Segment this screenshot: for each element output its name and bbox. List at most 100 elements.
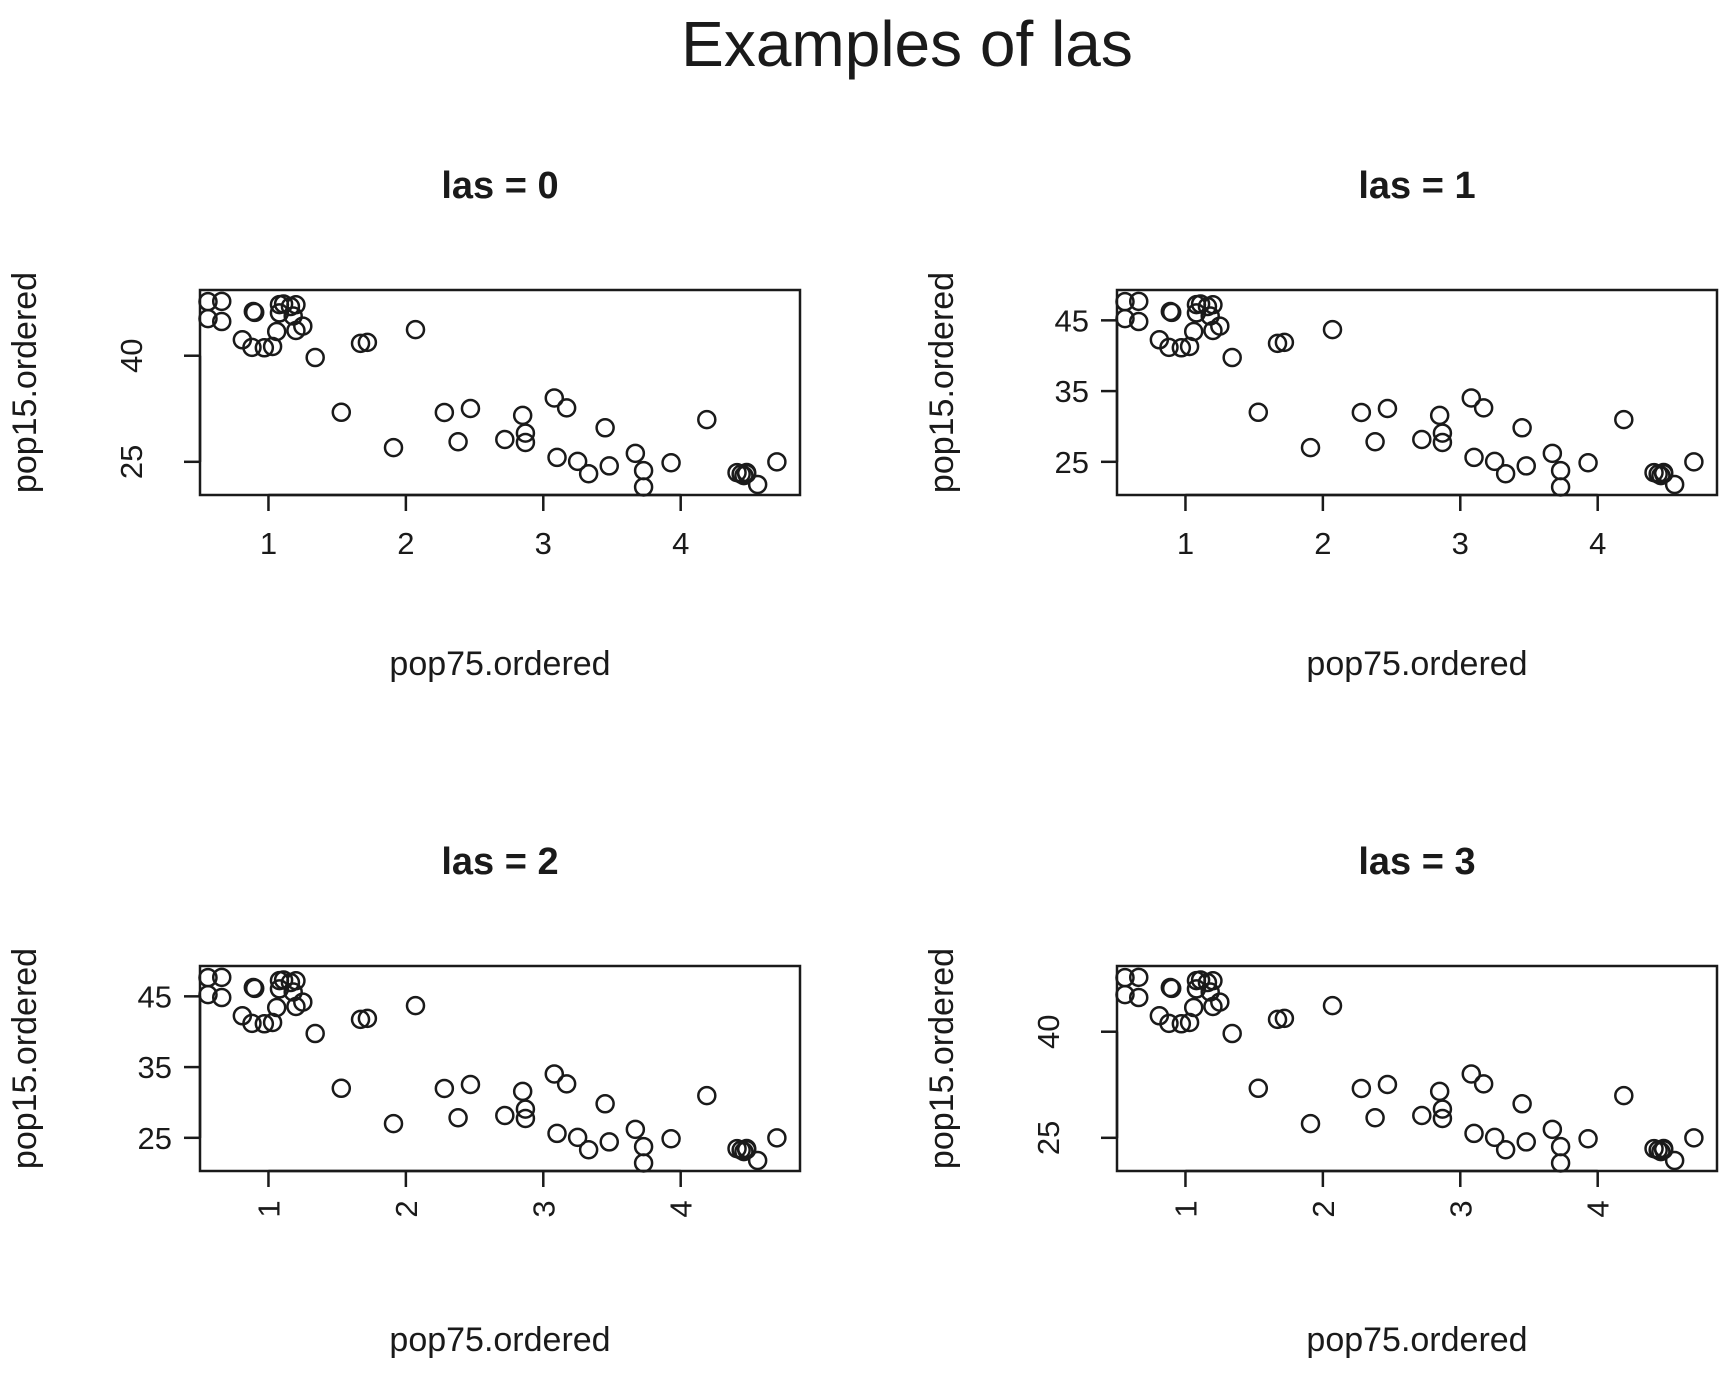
data-point: [1161, 978, 1182, 999]
data-point: [1267, 1009, 1288, 1030]
data-point: [1684, 1128, 1704, 1148]
data-point: [1614, 1085, 1634, 1106]
x-tick-label: 1: [251, 1200, 286, 1217]
data-point: [633, 1153, 654, 1173]
x-tick-label: 3: [1452, 526, 1469, 561]
data-point: [734, 1141, 754, 1162]
data-point: [1159, 1013, 1179, 1034]
data-point: [1542, 1119, 1563, 1140]
y-tick-label: 45: [138, 979, 172, 1014]
data-point: [1550, 477, 1571, 497]
data-point: [460, 398, 481, 419]
y-tick-label: 25: [138, 1121, 172, 1156]
data-point: [211, 291, 232, 312]
data-point: [242, 1013, 262, 1034]
data-point: [736, 1138, 757, 1159]
data-point: [1550, 1136, 1571, 1157]
data-point: [1267, 333, 1288, 354]
data-point: [515, 423, 536, 443]
data-point: [305, 1023, 325, 1044]
data-point: [1432, 432, 1453, 453]
data-point: [1377, 398, 1398, 419]
x-tick-label: 3: [535, 526, 552, 561]
x-tick-label: 2: [1314, 526, 1331, 561]
data-point: [350, 1009, 371, 1030]
data-point: [383, 437, 404, 458]
figure-title: Examples of las: [681, 8, 1133, 80]
data-point: [661, 452, 681, 473]
data-point: [1516, 1132, 1536, 1152]
data-point: [269, 979, 290, 999]
data-point: [1210, 316, 1230, 336]
data-point: [1429, 405, 1450, 426]
y-axis-label: pop15.ordered: [923, 272, 961, 493]
data-point: [1653, 462, 1674, 483]
data-point: [405, 995, 426, 1016]
x-tick-label: 3: [526, 1200, 561, 1217]
y-tick-label: 25: [1031, 1121, 1066, 1155]
points: [1115, 967, 1704, 1173]
data-point: [512, 405, 533, 426]
data-point: [211, 311, 232, 332]
data-point: [633, 477, 654, 497]
data-point: [434, 402, 455, 423]
data-point: [1365, 1107, 1385, 1128]
data-point: [767, 452, 787, 472]
data-point: [383, 1113, 404, 1134]
x-tick-label: 1: [1168, 1200, 1203, 1217]
x-tick-label: 4: [672, 526, 689, 561]
data-point: [1248, 1078, 1269, 1099]
x-tick-label: 4: [1589, 526, 1606, 561]
data-point: [1210, 992, 1230, 1012]
panels: las = 0 1 2 3 4 25 40 pop75.ordered pop15.ordere…: [6, 165, 1719, 1359]
data-point: [448, 1107, 468, 1128]
data-point: [1651, 1141, 1671, 1162]
data-point: [1516, 456, 1536, 476]
data-point: [544, 1064, 565, 1084]
data-point: [578, 1139, 599, 1160]
data-point: [515, 432, 536, 453]
data-point: [767, 1128, 787, 1148]
data-point: [305, 347, 325, 368]
data-point: [1432, 423, 1453, 443]
data-point: [1578, 452, 1598, 473]
y-tick-label: 35: [1055, 374, 1089, 409]
data-point: [1432, 1108, 1453, 1129]
data-point: [1473, 1074, 1494, 1094]
data-point: [515, 1108, 536, 1129]
data-point: [1128, 311, 1149, 332]
x-tick-label: 2: [389, 1200, 424, 1217]
data-point: [1183, 321, 1204, 342]
y-tick-label: 40: [1031, 1014, 1066, 1048]
data-point: [697, 1085, 717, 1106]
x-tick-label: 4: [664, 1200, 699, 1217]
data-point: [547, 447, 567, 468]
data-point: [1651, 465, 1671, 486]
points: [198, 291, 787, 497]
data-point: [734, 465, 754, 486]
data-point: [434, 1078, 455, 1099]
data-point: [1322, 995, 1343, 1016]
data-point: [244, 978, 265, 999]
data-point: [293, 992, 313, 1012]
data-point: [244, 302, 265, 323]
data-point: [1473, 398, 1494, 418]
data-point: [1203, 971, 1223, 991]
data-point: [697, 409, 717, 430]
y-axis-label: pop15.ordered: [6, 272, 44, 493]
data-point: [1578, 1128, 1598, 1149]
data-point: [405, 319, 426, 340]
data-point: [567, 1127, 588, 1148]
panel-title: las = 3: [1358, 841, 1475, 883]
data-point: [1274, 332, 1295, 353]
data-point: [460, 1074, 481, 1095]
panel-title: las = 2: [441, 841, 558, 883]
data-point: [1432, 1099, 1453, 1119]
data-point: [495, 1105, 515, 1126]
data-point: [286, 971, 306, 991]
data-point: [1484, 451, 1505, 472]
data-point: [1512, 418, 1532, 438]
data-point: [1512, 1094, 1532, 1114]
x-axis-label: pop75.ordered: [1306, 645, 1527, 683]
